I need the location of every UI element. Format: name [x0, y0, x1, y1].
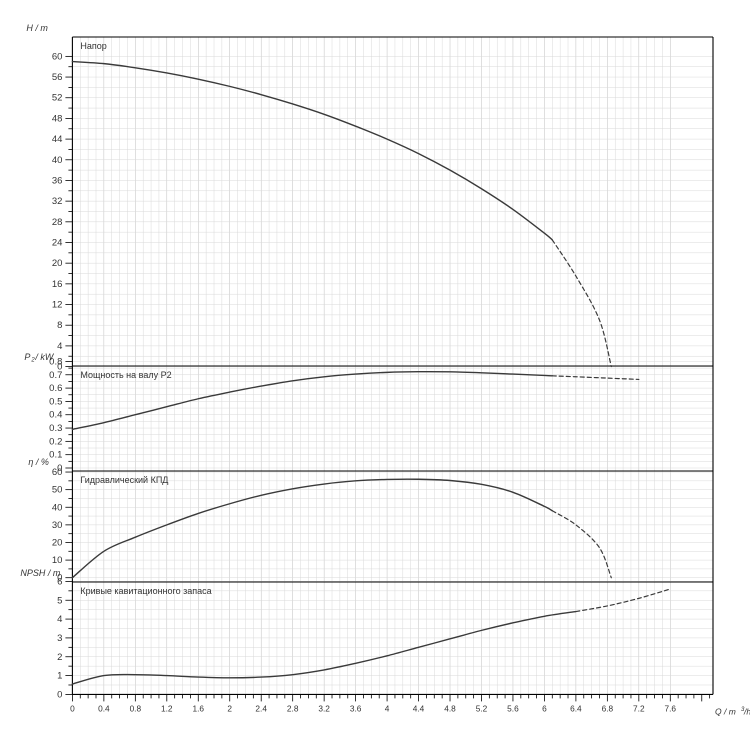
svg-text:0.4: 0.4	[98, 703, 110, 713]
svg-text:5: 5	[57, 595, 62, 606]
svg-text:2: 2	[227, 703, 232, 713]
svg-text:/ kW: / kW	[34, 352, 55, 362]
svg-text:0.3: 0.3	[49, 423, 62, 434]
svg-text:2: 2	[57, 652, 62, 663]
svg-text:0.8: 0.8	[130, 703, 142, 713]
svg-text:0.1: 0.1	[49, 450, 62, 461]
svg-text:3.6: 3.6	[350, 703, 362, 713]
svg-text:20: 20	[52, 258, 63, 269]
svg-text:4.8: 4.8	[444, 703, 456, 713]
svg-text:Мощность на валу P2: Мощность на валу P2	[80, 370, 171, 380]
svg-text:6: 6	[542, 703, 547, 713]
svg-text:4: 4	[385, 703, 390, 713]
svg-text:24: 24	[52, 237, 63, 248]
svg-text:2.8: 2.8	[287, 703, 299, 713]
svg-text:Q / m: Q / m	[715, 706, 736, 716]
svg-text:0.4: 0.4	[49, 410, 62, 421]
svg-text:0.7: 0.7	[49, 370, 62, 381]
svg-text:4: 4	[57, 341, 62, 352]
svg-text:52: 52	[52, 93, 63, 104]
svg-text:5.2: 5.2	[476, 703, 488, 713]
svg-text:5.6: 5.6	[507, 703, 519, 713]
svg-text:1.2: 1.2	[161, 703, 173, 713]
svg-text:η / %: η / %	[28, 457, 49, 467]
svg-text:4.4: 4.4	[413, 703, 425, 713]
svg-text:8: 8	[57, 320, 62, 331]
svg-text:/h: /h	[743, 706, 750, 716]
svg-text:3.2: 3.2	[318, 703, 330, 713]
svg-text:6.8: 6.8	[602, 703, 614, 713]
svg-text:10: 10	[52, 555, 63, 566]
svg-text:1: 1	[57, 671, 62, 682]
svg-text:H / m: H / m	[26, 23, 48, 33]
svg-text:32: 32	[52, 196, 63, 207]
svg-text:48: 48	[52, 113, 63, 124]
svg-text:4: 4	[57, 614, 62, 625]
svg-text:60: 60	[52, 467, 63, 478]
svg-text:28: 28	[52, 217, 63, 228]
svg-text:3: 3	[57, 633, 62, 644]
svg-text:0: 0	[57, 689, 62, 700]
svg-text:6: 6	[57, 576, 62, 587]
svg-text:7.6: 7.6	[665, 703, 677, 713]
svg-text:0.6: 0.6	[49, 383, 62, 394]
svg-text:Кривые кавитационного запаса: Кривые кавитационного запаса	[80, 586, 211, 596]
svg-text:40: 40	[52, 155, 63, 166]
svg-text:Напор: Напор	[80, 41, 106, 51]
svg-text:6.4: 6.4	[570, 703, 582, 713]
svg-text:0.5: 0.5	[49, 396, 62, 407]
svg-text:NPSH / m: NPSH / m	[20, 568, 61, 578]
svg-text:56: 56	[52, 72, 63, 83]
svg-text:16: 16	[52, 279, 63, 290]
svg-text:P: P	[24, 352, 30, 362]
svg-text:12: 12	[52, 300, 63, 311]
svg-text:20: 20	[52, 537, 63, 548]
svg-text:60: 60	[52, 51, 63, 62]
svg-text:Гидравлический КПД: Гидравлический КПД	[80, 475, 168, 485]
svg-text:0.2: 0.2	[49, 436, 62, 447]
svg-text:0: 0	[70, 703, 75, 713]
svg-text:2.4: 2.4	[255, 703, 267, 713]
svg-text:30: 30	[52, 520, 63, 531]
svg-text:7.2: 7.2	[633, 703, 645, 713]
svg-text:40: 40	[52, 502, 63, 513]
svg-text:50: 50	[52, 485, 63, 496]
svg-text:1.6: 1.6	[192, 703, 204, 713]
svg-text:36: 36	[52, 175, 63, 186]
svg-text:44: 44	[52, 134, 63, 145]
